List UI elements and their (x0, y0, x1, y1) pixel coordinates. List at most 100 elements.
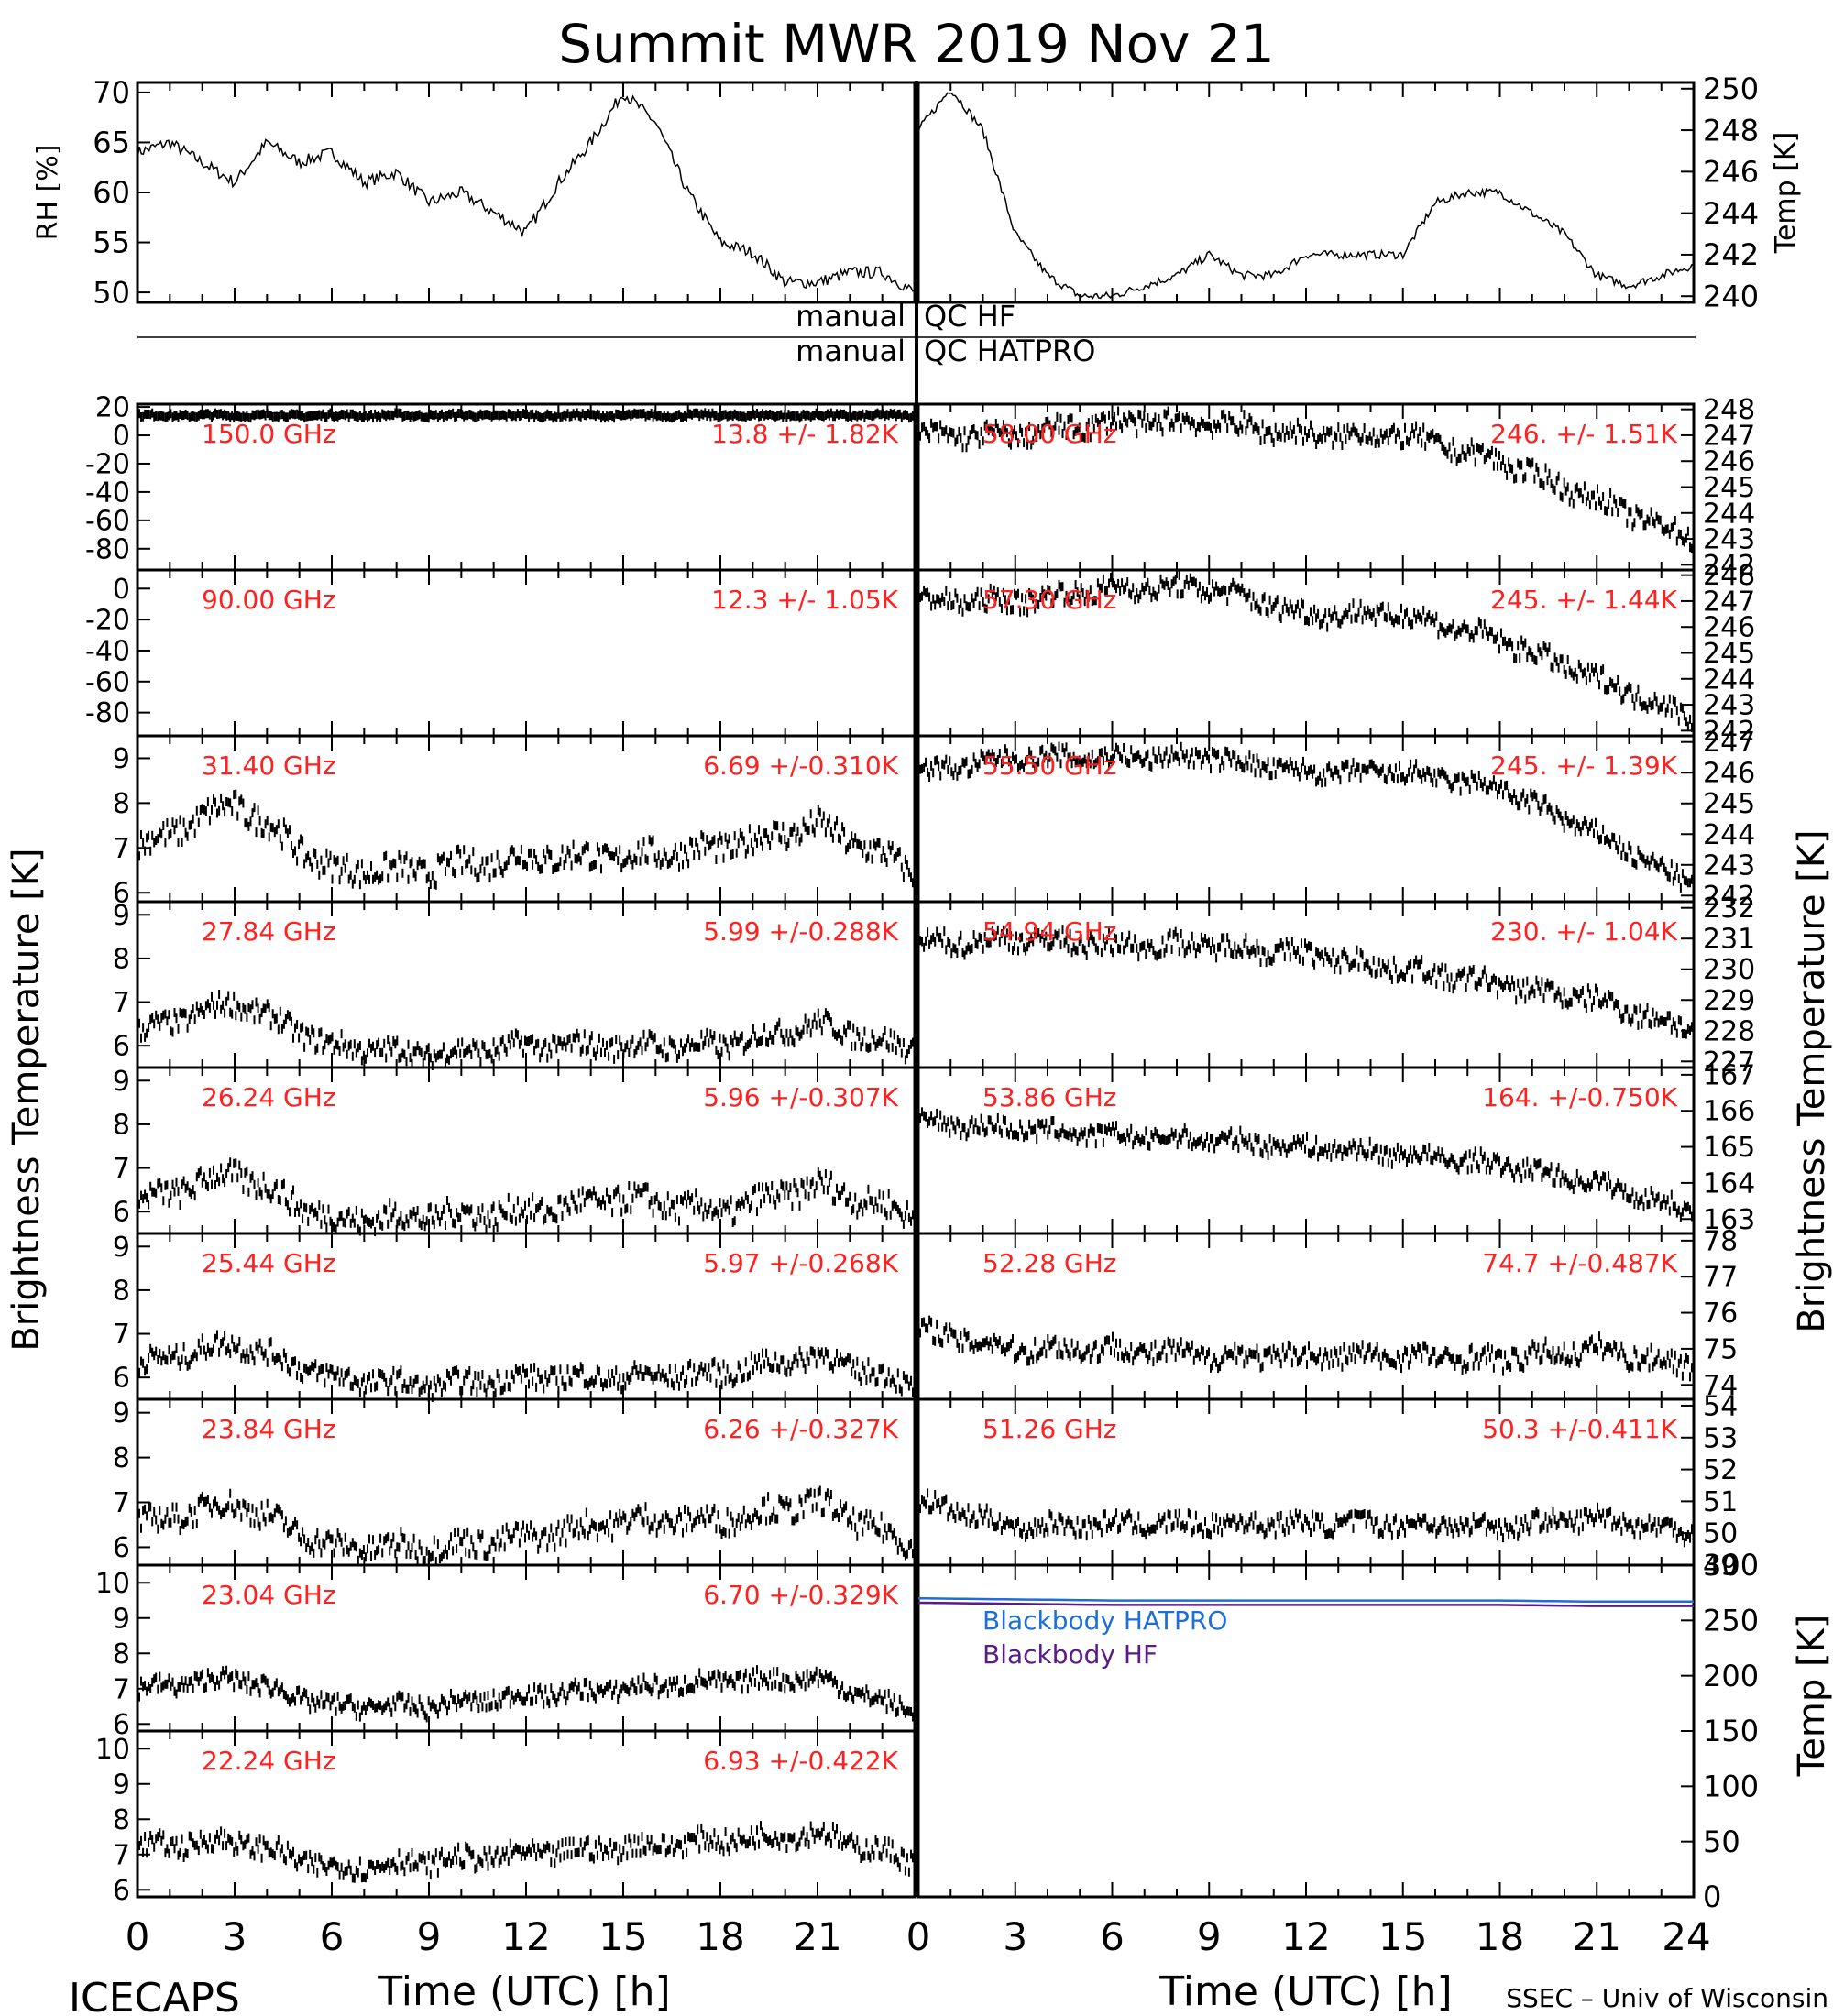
rh-ytick-label: 50 (93, 275, 130, 310)
panel-31-40-stat-label: 6.69 +/-0.310K (703, 751, 898, 781)
temp-ytick-label: 248 (1703, 113, 1759, 148)
panel-90-00-ytick-label: -60 (85, 666, 130, 698)
panel-51-26-ytick-label: 52 (1703, 1454, 1738, 1486)
panel-31-40-freq-label: 31.40 GHz (202, 751, 336, 781)
panel-27-84-ytick-label: 8 (113, 943, 130, 975)
panel-53-86-ytick-label: 165 (1703, 1132, 1755, 1164)
blackbody-line-0 (917, 1596, 1694, 1604)
panel-31-40-ytick-label: 7 (113, 833, 130, 865)
panel-150-0-ytick-label: -80 (85, 533, 130, 565)
panel-150-0-points (137, 408, 916, 423)
x-tick-label-right: 18 (1476, 1914, 1524, 1959)
qc-hf-right: QC HF (924, 299, 1015, 334)
panel-150-0-ytick-label: -40 (85, 477, 130, 509)
x-tick-label-left: 0 (126, 1914, 150, 1959)
panel-90-00-ytick-label: -40 (85, 635, 130, 667)
panel-27-84-ytick-label: 7 (113, 987, 130, 1019)
panel-31-40-ytick-label: 9 (113, 743, 130, 775)
panel-58-00-ytick-label: 242 (1703, 550, 1755, 582)
temp-ytick-label: 242 (1703, 237, 1759, 272)
panel-25-44-ytick-label: 7 (113, 1319, 130, 1351)
panel-23-84-ytick-label: 9 (113, 1397, 130, 1430)
temp-ytick-label: 244 (1703, 196, 1759, 231)
panel-58-00-ytick-label: 245 (1703, 472, 1755, 504)
panel-57-30-ytick-label: 242 (1703, 716, 1755, 748)
panel-51-26-ytick-label: 50 (1703, 1518, 1738, 1550)
panel-25-44-stat-label: 5.97 +/-0.268K (703, 1248, 898, 1278)
panel-57-30-ytick-label: 244 (1703, 663, 1755, 696)
panel-150-0-stat-label: 13.8 +/- 1.82K (711, 419, 898, 449)
panel-57-30-stat-label: 245. +/- 1.44K (1490, 585, 1677, 615)
panel-31-40-ytick-label: 6 (113, 878, 130, 910)
panel-27-84-points (137, 990, 916, 1070)
panel-53-86-ytick-label: 166 (1703, 1096, 1755, 1128)
panel-57-30-freq-label: 57.30 GHz (982, 585, 1117, 615)
panel-52-28-ytick-label: 78 (1703, 1225, 1738, 1257)
x-tick-label-right: 6 (1100, 1914, 1125, 1959)
panel-51-26-freq-label: 51.26 GHz (982, 1414, 1117, 1444)
panel-53-86-freq-label: 53.86 GHz (982, 1082, 1117, 1112)
left-side-label: Brightness Temperature [K] (5, 848, 48, 1351)
panel-52-28-ytick-label: 77 (1703, 1262, 1738, 1294)
panel-90-00-ytick-label: 0 (113, 574, 130, 606)
x-tick-label-right: 3 (1003, 1914, 1027, 1959)
panel-22-24-ytick-label: 7 (113, 1839, 130, 1871)
panel-25-44: 6 7 8 9 25.44 GHz 5.97 +/-0.268K (113, 1232, 916, 1402)
panel-23-04-ytick-label: 6 (113, 1709, 130, 1741)
panel-150-0-ytick-label: -20 (85, 448, 130, 480)
rh-ytick-label: 60 (93, 175, 130, 210)
rh-panel: 50 55 60 65 70 RH [%] (32, 75, 916, 310)
panel-57-30-ytick-label: 248 (1703, 560, 1755, 592)
qc-hatpro-right: QC HATPRO (924, 334, 1095, 368)
panel-23-04-ytick-label: 8 (113, 1638, 130, 1671)
panel-23-04-stat-label: 6.70 +/-0.329K (703, 1580, 898, 1610)
rh-panel-frame (136, 81, 916, 304)
panel-26-24-ytick-label: 9 (113, 1066, 130, 1098)
panel-23-84-ytick-label: 6 (113, 1532, 130, 1564)
panel-23-84: 6 7 8 9 23.84 GHz 6.26 +/-0.327K (113, 1397, 916, 1567)
panel-51-26-ytick-label: 51 (1703, 1486, 1738, 1518)
panel-90-00: 0-20-40-60-80 90.00 GHz 12.3 +/- 1.05K (85, 568, 916, 738)
panel-26-24-ytick-label: 8 (113, 1109, 130, 1141)
panel-55-50-freq-label: 55.50 GHz (982, 751, 1117, 781)
panel-31-40: 6 7 8 9 31.40 GHz 6.69 +/-0.310K (113, 734, 916, 910)
xlabel-right: Time (UTC) [h] (1158, 1968, 1452, 2015)
panel-58-00-freq-label: 58.00 GHz (982, 419, 1117, 449)
figure-title: Summit MWR 2019 Nov 21 (558, 13, 1274, 75)
panel-23-84-ytick-label: 7 (113, 1487, 130, 1519)
panel-53-86-ytick-label: 167 (1703, 1059, 1755, 1091)
panel-58-00-ytick-label: 246 (1703, 446, 1755, 478)
panel-27-84-freq-label: 27.84 GHz (202, 916, 336, 947)
qc-hatpro-left: manual (796, 334, 906, 368)
rh-ytick-label: 55 (93, 225, 130, 260)
panel-22-24-points (137, 1821, 916, 1883)
panel-52-28-stat-label: 74.7 +/-0.487K (1482, 1248, 1677, 1278)
panel-55-50-ytick-label: 244 (1703, 819, 1755, 851)
panel-23-04-ytick-label: 10 (95, 1568, 130, 1600)
panel-55-50-ytick-label: 245 (1703, 788, 1755, 820)
panel-23-04-ytick-label: 9 (113, 1603, 130, 1635)
panel-22-24-ytick-label: 6 (113, 1875, 130, 1907)
panel-31-40-points (137, 789, 916, 890)
panel-31-40-ytick-label: 8 (113, 788, 130, 820)
panel-25-44-ytick-label: 8 (113, 1275, 130, 1307)
panel-22-24-stat-label: 6.93 +/-0.422K (703, 1746, 898, 1776)
panel-53-86-points (917, 1107, 1695, 1222)
blackbody-ytick-label: 300 (1703, 1548, 1759, 1583)
x-tick-label-left: 15 (598, 1914, 647, 1959)
x-tick-label-left: 12 (501, 1914, 550, 1959)
blackbody-legend-0: Blackbody HATPRO (982, 1605, 1227, 1636)
panel-90-00-freq-label: 90.00 GHz (202, 585, 336, 615)
rh-ylabel: RH [%] (32, 145, 64, 241)
x-tick-label-right: 21 (1573, 1914, 1621, 1959)
panel-54-94-ytick-label: 229 (1703, 985, 1755, 1017)
temp-panel: 240 242 244 246 248 250 Temp [K] (916, 71, 1802, 313)
panel-26-24-points (137, 1157, 916, 1236)
